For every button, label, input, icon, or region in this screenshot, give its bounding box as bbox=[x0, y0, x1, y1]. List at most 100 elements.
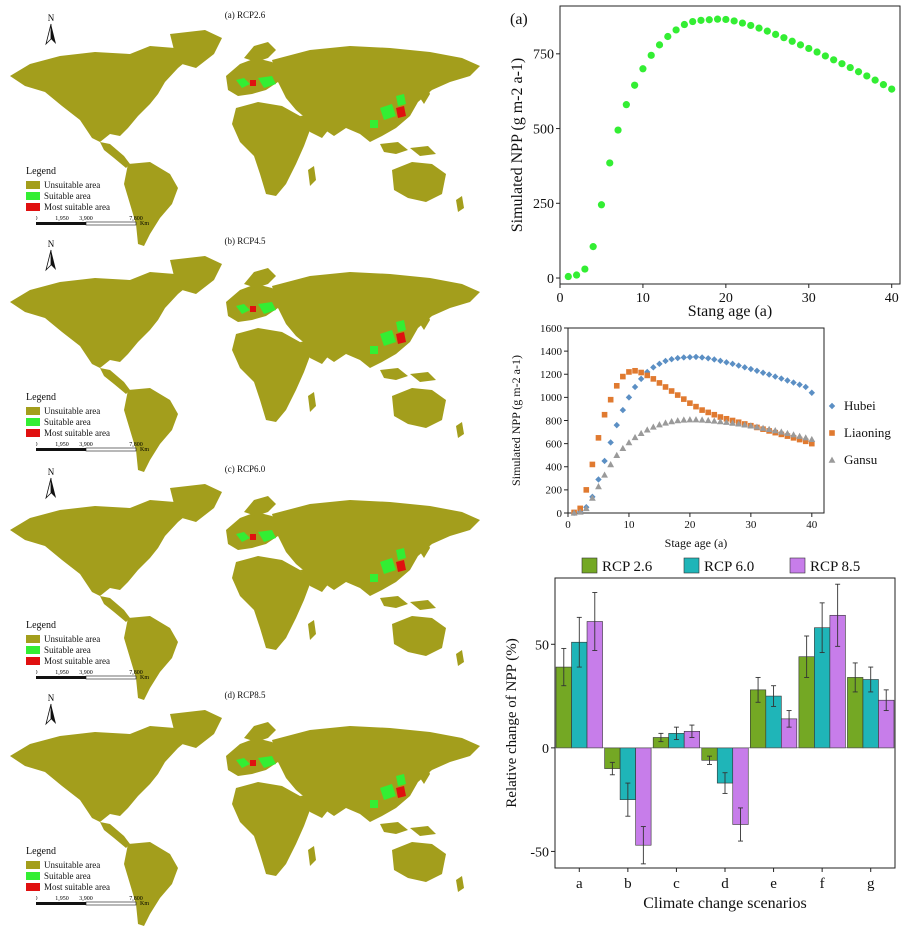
data-point bbox=[854, 68, 863, 76]
legend-item-unsuitable: Unsuitable area bbox=[26, 859, 110, 870]
svg-text:3,900: 3,900 bbox=[79, 896, 93, 902]
scale-bar: 0 1,950 3,900 7,800 Km bbox=[36, 896, 149, 907]
suitability-map-panel: (c) RCP6.0 N bbox=[0, 460, 490, 700]
legend-label: RCP 8.5 bbox=[810, 559, 860, 575]
data-point bbox=[631, 81, 639, 89]
legend-label: Gansu bbox=[844, 452, 878, 467]
data-point bbox=[649, 423, 657, 430]
map-legend: Legend Unsuitable area Suitable area Mos… bbox=[26, 392, 110, 438]
data-point bbox=[730, 17, 738, 25]
data-point bbox=[643, 426, 651, 433]
legend-item-suitable: Suitable area bbox=[26, 190, 110, 201]
legend-label: RCP 6.0 bbox=[704, 559, 754, 575]
legend-item-unsuitable: Unsuitable area bbox=[26, 405, 110, 416]
x-tick-label: 10 bbox=[623, 519, 635, 531]
svg-text:0: 0 bbox=[36, 216, 38, 222]
data-point bbox=[747, 422, 755, 429]
data-point bbox=[607, 439, 614, 446]
data-point bbox=[784, 377, 791, 384]
data-point bbox=[613, 383, 620, 389]
x-tick-label: 40 bbox=[806, 519, 818, 531]
y-tick-label: 600 bbox=[546, 438, 563, 450]
data-point bbox=[888, 85, 896, 93]
data-point bbox=[631, 383, 639, 391]
y-tick-label: 250 bbox=[533, 197, 554, 212]
x-tick-label: c bbox=[673, 876, 680, 892]
scale-bar: 0 1,950 3,900 7,800 Km bbox=[36, 670, 149, 681]
y-tick-label: 800 bbox=[546, 415, 563, 427]
north-arrow-icon: N bbox=[45, 693, 56, 726]
legend-label: RCP 2.6 bbox=[602, 559, 653, 575]
legend-swatch bbox=[683, 557, 700, 574]
data-point bbox=[680, 354, 688, 361]
data-point bbox=[680, 416, 688, 423]
data-point bbox=[711, 411, 718, 418]
data-point bbox=[622, 101, 630, 109]
data-point bbox=[704, 355, 712, 362]
data-point bbox=[674, 417, 682, 424]
data-point bbox=[680, 20, 688, 29]
data-point bbox=[828, 456, 836, 463]
legend-label: Unsuitable area bbox=[44, 405, 101, 416]
data-point bbox=[802, 383, 809, 391]
data-point bbox=[647, 51, 655, 59]
data-point bbox=[626, 369, 632, 375]
npp-stand-age-chart: 0 10 20 30 40 0 250 500 750 Stang age (a) Simulate… bbox=[509, 5, 901, 320]
data-point bbox=[772, 30, 780, 38]
data-point bbox=[741, 421, 749, 428]
y-tick-label: 400 bbox=[546, 462, 563, 474]
y-tick-label: 0 bbox=[547, 272, 554, 287]
svg-text:0: 0 bbox=[36, 896, 38, 902]
data-point bbox=[668, 388, 675, 394]
x-tick-label: 40 bbox=[885, 291, 899, 306]
svg-text:0: 0 bbox=[36, 442, 38, 448]
data-point bbox=[772, 373, 779, 380]
data-point bbox=[692, 416, 700, 423]
data-point bbox=[589, 461, 596, 468]
map-title: (c) RCP6.0 bbox=[224, 464, 266, 474]
data-point bbox=[780, 34, 788, 42]
world-map bbox=[10, 710, 480, 926]
data-point bbox=[711, 356, 718, 363]
legend-item-suitable: Suitable area bbox=[26, 644, 110, 655]
north-arrow-icon: N bbox=[45, 13, 56, 46]
x-tick-label: 30 bbox=[802, 291, 816, 306]
data-point bbox=[597, 201, 606, 209]
data-point bbox=[846, 63, 854, 72]
plot-frame bbox=[559, 5, 901, 285]
x-tick-label: d bbox=[721, 876, 729, 892]
data-point bbox=[805, 44, 813, 53]
data-point bbox=[755, 24, 763, 32]
data-point bbox=[625, 439, 633, 446]
data-point bbox=[765, 371, 773, 378]
data-point bbox=[763, 27, 771, 35]
legend-label: Most suitable area bbox=[44, 201, 110, 212]
x-tick-label: 0 bbox=[565, 519, 571, 531]
data-point bbox=[796, 381, 803, 388]
legend-swatch bbox=[581, 557, 598, 574]
data-point bbox=[717, 357, 724, 365]
data-point bbox=[790, 431, 797, 438]
y-axis-label: Simulated NPP (g m-2 a-1) bbox=[509, 58, 526, 233]
legend-label: Suitable area bbox=[44, 190, 91, 201]
data-point bbox=[638, 369, 644, 376]
svg-text:Km: Km bbox=[140, 675, 149, 681]
data-point bbox=[705, 409, 711, 416]
data-point bbox=[697, 16, 705, 24]
x-axis-label: Stage age (a) bbox=[665, 536, 728, 550]
data-point bbox=[674, 354, 681, 362]
svg-text:N: N bbox=[48, 467, 55, 477]
svg-text:1,950: 1,950 bbox=[55, 442, 69, 448]
data-point bbox=[698, 416, 706, 423]
data-point bbox=[863, 72, 871, 80]
data-point bbox=[637, 429, 645, 437]
y-tick-label: 0 bbox=[557, 508, 563, 520]
x-axis-label: Climate change scenarios bbox=[643, 895, 807, 912]
svg-text:7,800: 7,800 bbox=[129, 670, 143, 676]
data-point bbox=[802, 434, 810, 441]
data-point bbox=[735, 420, 743, 427]
data-point bbox=[710, 417, 718, 424]
data-point bbox=[705, 16, 713, 24]
data-point bbox=[828, 402, 836, 410]
x-tick-label: 20 bbox=[684, 519, 696, 531]
